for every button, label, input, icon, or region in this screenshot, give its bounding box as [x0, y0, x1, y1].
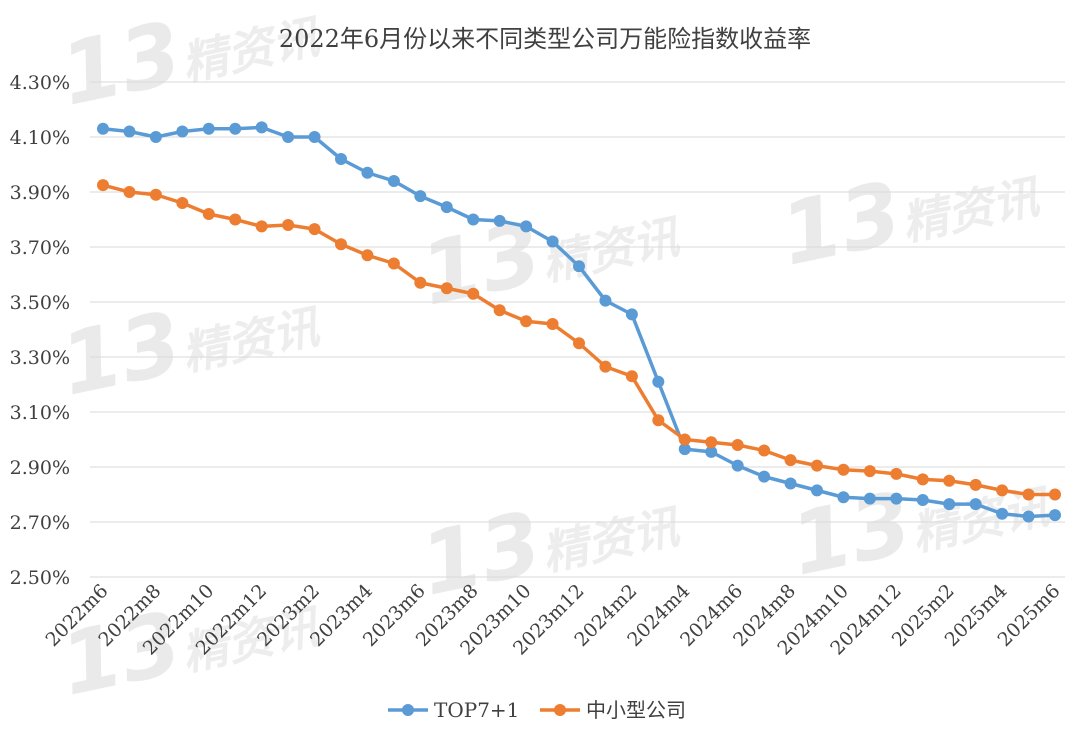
data-point — [969, 498, 982, 511]
data-point — [811, 459, 823, 472]
legend-marker — [554, 704, 566, 716]
series-2 — [97, 179, 1061, 501]
series-group — [97, 121, 1061, 523]
data-point — [255, 220, 268, 233]
data-point — [890, 467, 903, 480]
data-point — [149, 131, 162, 143]
data-point — [837, 463, 850, 476]
data-point — [387, 257, 400, 270]
data-point — [440, 282, 453, 295]
data-point — [361, 166, 374, 179]
data-point — [811, 484, 823, 497]
y-tick-label: 4.10% — [10, 127, 70, 149]
data-point — [996, 507, 1009, 520]
data-point — [573, 337, 585, 350]
data-point — [229, 213, 242, 226]
data-point — [996, 484, 1009, 497]
legend-label-2: 中小型公司 — [586, 698, 686, 722]
data-point — [202, 122, 215, 135]
data-point — [652, 375, 665, 388]
data-point — [599, 360, 612, 373]
y-tick-label: 3.90% — [10, 182, 70, 204]
data-point — [414, 190, 427, 203]
data-point — [678, 443, 691, 456]
data-point — [546, 235, 559, 248]
legend-marker — [402, 704, 414, 716]
data-point — [705, 445, 718, 458]
data-point — [282, 131, 295, 143]
data-point — [176, 197, 189, 209]
data-point — [308, 223, 321, 236]
data-point — [890, 492, 903, 505]
data-point — [758, 444, 771, 457]
y-axis: 2.50% 2.70% 2.90% 3.10% 3.30% 3.50% 3.70% 3.90%… — [10, 72, 70, 589]
data-point — [149, 188, 162, 201]
grid-lines — [90, 81, 1065, 578]
data-point — [202, 208, 215, 220]
data-point — [573, 260, 585, 273]
data-point — [916, 473, 929, 486]
data-point — [97, 179, 109, 192]
data-point — [176, 125, 189, 138]
y-tick-label: 3.70% — [10, 237, 70, 259]
data-point — [493, 214, 506, 227]
y-tick-label: 4.30% — [10, 72, 70, 94]
data-point — [837, 491, 850, 504]
data-point — [863, 492, 876, 505]
data-point — [731, 459, 744, 472]
data-point — [1022, 510, 1035, 523]
data-point — [335, 238, 347, 251]
data-point — [1049, 509, 1061, 522]
data-point — [308, 131, 321, 143]
data-point — [1022, 488, 1035, 501]
data-point — [387, 175, 400, 187]
data-point — [943, 498, 956, 511]
data-point — [625, 308, 638, 321]
data-point — [943, 474, 956, 487]
data-point — [784, 477, 797, 490]
data-point — [493, 304, 506, 317]
y-tick-label: 2.90% — [10, 457, 70, 479]
x-axis: 2022m62022m82022m102022m122023m22023m420… — [41, 580, 1064, 660]
data-point — [520, 220, 533, 233]
data-point — [652, 414, 665, 427]
data-point — [599, 294, 612, 307]
data-point — [467, 213, 480, 226]
data-point — [1049, 488, 1061, 501]
data-point — [625, 370, 638, 383]
data-point — [335, 153, 347, 165]
data-point — [361, 249, 374, 262]
data-point — [784, 454, 797, 467]
data-point — [678, 433, 691, 446]
data-point — [705, 436, 718, 449]
legend-label-1: TOP7+1 — [434, 698, 519, 722]
data-point — [414, 276, 427, 289]
y-tick-label: 3.30% — [10, 347, 70, 369]
data-point — [969, 478, 982, 491]
series-line — [102, 125, 1056, 519]
data-point — [440, 201, 453, 214]
data-point — [520, 315, 533, 328]
legend: TOP7+1 中小型公司 — [388, 698, 686, 722]
data-point — [123, 125, 136, 138]
data-point — [467, 287, 480, 300]
y-tick-label: 3.50% — [10, 292, 70, 314]
y-tick-label: 2.50% — [10, 567, 70, 589]
data-point — [758, 470, 771, 483]
y-tick-label: 2.70% — [10, 512, 70, 534]
series-1 — [97, 121, 1061, 523]
data-point — [546, 318, 559, 330]
y-tick-label: 3.10% — [10, 402, 70, 424]
data-point — [123, 186, 136, 198]
chart-title: 2022年6月份以来不同类型公司万能险指数收益率 — [279, 25, 811, 53]
data-point — [916, 494, 929, 506]
data-point — [863, 465, 876, 478]
data-point — [731, 439, 744, 451]
data-point — [97, 122, 109, 135]
data-point — [255, 121, 268, 134]
data-point — [282, 219, 295, 231]
data-point — [229, 122, 242, 135]
